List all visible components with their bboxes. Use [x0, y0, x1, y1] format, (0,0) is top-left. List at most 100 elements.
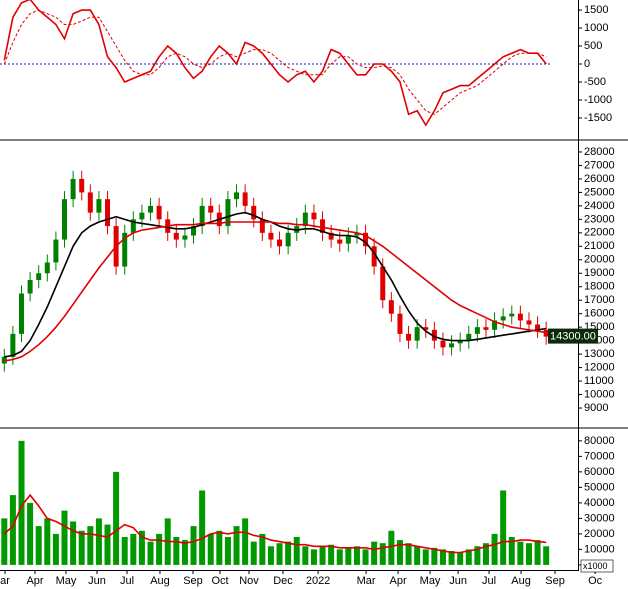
y-tick-label: 9000	[584, 402, 608, 414]
candle-body	[440, 340, 446, 348]
candle-body	[259, 219, 265, 233]
y-tick-label: 60000	[584, 466, 615, 478]
candle-body	[535, 324, 541, 330]
candle-body	[388, 300, 394, 314]
candle-body	[19, 293, 25, 334]
candle-body	[70, 178, 76, 200]
volume-bar	[465, 549, 472, 565]
candle-body	[251, 205, 257, 220]
candle-body	[199, 205, 205, 227]
x-tick-label: Dec	[273, 575, 293, 587]
unit-label: x1000	[583, 561, 608, 571]
x-tick-label: Oct	[211, 575, 228, 587]
volume-bar	[61, 510, 68, 565]
candle-body	[474, 327, 480, 334]
candle-body	[62, 199, 68, 240]
candle-body	[423, 327, 429, 330]
candle-body	[182, 235, 188, 240]
candle-body	[105, 199, 111, 227]
volume-bar	[216, 530, 223, 565]
volume-bar	[439, 549, 446, 565]
candle-body	[406, 333, 412, 341]
y-tick-label: 12000	[584, 361, 615, 373]
volume-bar	[345, 547, 352, 565]
volume-bar	[457, 552, 464, 565]
volume-bar	[44, 518, 51, 565]
y-tick-label: -1500	[584, 112, 612, 124]
y-tick-label: 22000	[584, 227, 615, 239]
candle-body	[363, 232, 369, 247]
y-tick-label: 30000	[584, 512, 615, 524]
volume-bar	[207, 533, 214, 565]
volume-bar	[9, 495, 16, 565]
volume-bar	[78, 530, 85, 565]
candle-body	[414, 327, 420, 341]
x-tick-label: Aug	[511, 575, 531, 587]
candle-body	[320, 219, 326, 233]
candle-body	[225, 199, 231, 227]
unit-box	[580, 559, 614, 573]
volume-bar	[190, 526, 197, 565]
candle-body	[526, 320, 532, 325]
volume-bar	[525, 543, 532, 565]
candle-body	[27, 279, 33, 294]
y-tick-label: 17000	[584, 294, 615, 306]
volume-bar	[121, 536, 128, 565]
volume-bar	[104, 524, 111, 565]
volume-bar	[448, 550, 455, 565]
volume-bar	[414, 546, 421, 565]
candle-body	[268, 232, 274, 240]
volume-bar	[70, 521, 77, 565]
candle-body	[10, 333, 16, 357]
candle-body	[44, 262, 50, 274]
volume-bar	[353, 546, 360, 565]
line-series	[3, 493, 547, 554]
y-tick-label: 50000	[584, 481, 615, 493]
candle-body	[87, 192, 93, 213]
volume-bar	[1, 518, 8, 565]
volume-bar	[379, 543, 386, 565]
volume-bar	[543, 546, 550, 565]
volume-bar	[396, 540, 403, 565]
volume-bar	[35, 526, 42, 565]
y-tick-label: -500	[584, 76, 606, 88]
x-tick-label: Sep	[545, 575, 565, 587]
volume-bar	[95, 518, 102, 565]
y-tick-label: 18000	[584, 281, 615, 293]
y-tick-label: 1000	[584, 22, 608, 34]
candle-body	[354, 232, 360, 236]
candle-body	[311, 212, 317, 220]
y-tick-label: 0	[584, 58, 590, 70]
y-tick-label: 20000	[584, 528, 615, 540]
x-tick-label: May	[56, 575, 77, 587]
candle-body	[242, 192, 248, 206]
line-series	[3, 9, 547, 115]
y-tick-label: 11000	[584, 375, 614, 387]
candle-body	[208, 205, 214, 213]
volume-bar	[336, 549, 343, 565]
volume-bar	[181, 540, 188, 565]
candle-body	[500, 316, 506, 321]
candle-body	[302, 212, 308, 227]
y-tick-label: 1500	[584, 4, 608, 16]
y-tick-label: 26000	[584, 173, 615, 185]
last-price-box	[548, 328, 598, 344]
line-series	[4, 211, 547, 358]
candle-body	[380, 266, 386, 301]
y-tick-label: 16000	[584, 308, 615, 320]
volume-bar	[285, 541, 292, 565]
volume-bar	[474, 546, 481, 565]
candle-body	[371, 246, 377, 267]
volume-bar	[267, 546, 274, 565]
y-tick-label: 21000	[584, 240, 615, 252]
x-tick-label: 2022	[306, 575, 330, 587]
volume-bar	[242, 518, 249, 565]
candle-body	[345, 235, 351, 244]
volume-bar	[130, 533, 137, 565]
x-tick-label: Oc	[588, 575, 603, 587]
volume-bar	[113, 471, 120, 565]
x-tick-label: Jul	[120, 575, 134, 587]
x-tick-label: Jul	[482, 575, 496, 587]
x-tick-label: Apr	[390, 575, 407, 587]
x-tick-label: ar	[0, 575, 10, 587]
